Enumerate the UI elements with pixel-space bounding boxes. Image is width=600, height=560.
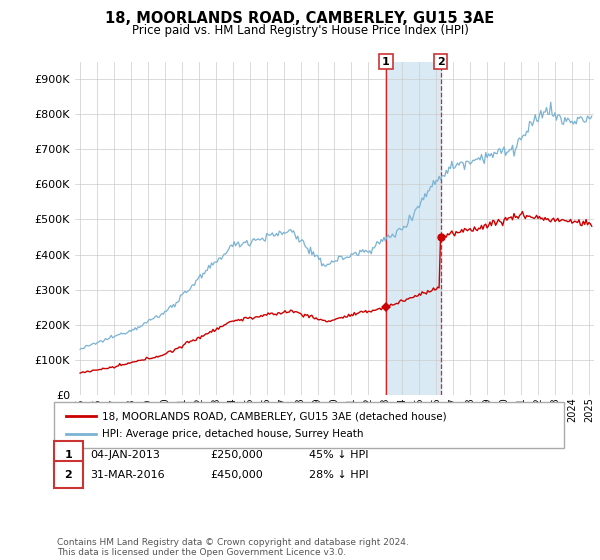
Text: £450,000: £450,000 — [210, 470, 263, 480]
Text: 28% ↓ HPI: 28% ↓ HPI — [309, 470, 368, 480]
Text: HPI: Average price, detached house, Surrey Heath: HPI: Average price, detached house, Surr… — [102, 429, 364, 439]
Text: 1: 1 — [65, 450, 72, 460]
Text: Price paid vs. HM Land Registry's House Price Index (HPI): Price paid vs. HM Land Registry's House … — [131, 24, 469, 36]
Bar — [386, 62, 440, 395]
Text: 2: 2 — [437, 57, 445, 67]
Text: 45% ↓ HPI: 45% ↓ HPI — [309, 450, 368, 460]
Text: 2: 2 — [65, 470, 72, 480]
Text: 18, MOORLANDS ROAD, CAMBERLEY, GU15 3AE: 18, MOORLANDS ROAD, CAMBERLEY, GU15 3AE — [106, 11, 494, 26]
Text: 04-JAN-2013: 04-JAN-2013 — [90, 450, 160, 460]
Text: Contains HM Land Registry data © Crown copyright and database right 2024.
This d: Contains HM Land Registry data © Crown c… — [57, 538, 409, 557]
Text: 1: 1 — [382, 57, 390, 67]
Text: 31-MAR-2016: 31-MAR-2016 — [90, 470, 164, 480]
Text: 18, MOORLANDS ROAD, CAMBERLEY, GU15 3AE (detached house): 18, MOORLANDS ROAD, CAMBERLEY, GU15 3AE … — [102, 411, 446, 421]
Text: £250,000: £250,000 — [210, 450, 263, 460]
